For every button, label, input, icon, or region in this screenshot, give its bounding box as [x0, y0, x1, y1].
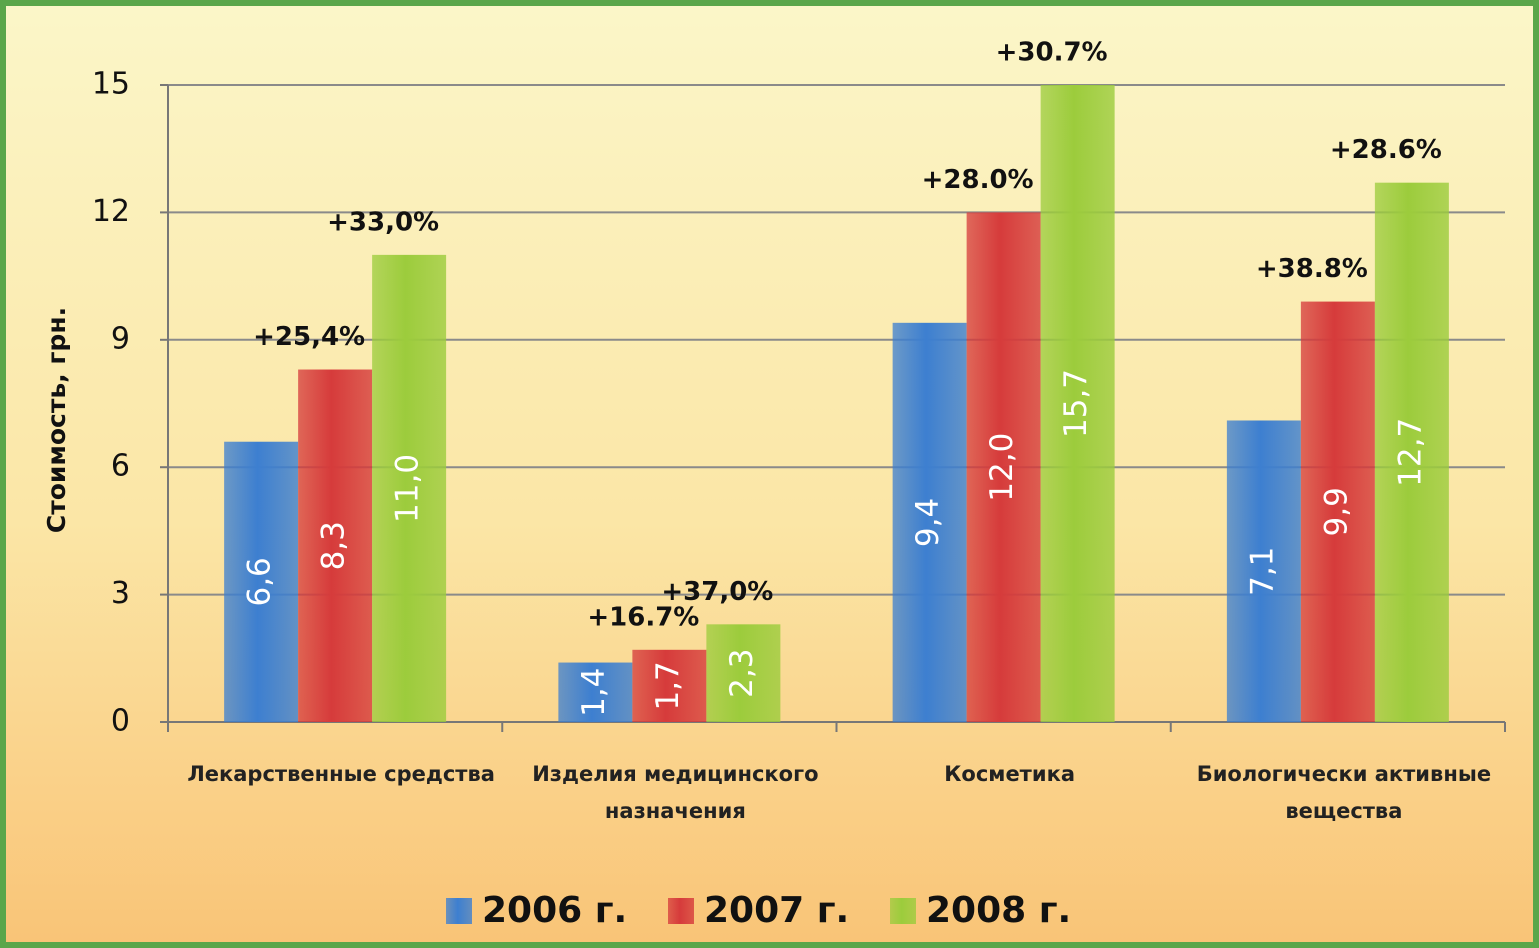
bar — [372, 254, 447, 722]
legend-label: 2008 г. — [926, 890, 1071, 931]
bar — [1040, 85, 1115, 723]
bar — [298, 369, 373, 722]
value-label: 9,9 — [1318, 487, 1354, 536]
x-tick-label: Изделия медицинского назначения — [532, 762, 819, 823]
value-label: 12,0 — [984, 433, 1020, 502]
y-tick-label: 9 — [111, 321, 130, 356]
growth-annotation: +28.0% — [922, 165, 1034, 195]
bar — [632, 649, 707, 722]
y-tick-label: 0 — [111, 704, 130, 739]
value-label: 6,6 — [242, 557, 278, 606]
growth-annotation: +33,0% — [327, 207, 439, 237]
value-label: 9,4 — [910, 498, 946, 547]
plot-area — [224, 85, 1449, 723]
value-label: 12,7 — [1392, 418, 1428, 487]
y-axis-label: Стоимость, грн. — [42, 307, 71, 533]
y-tick-label: 6 — [111, 449, 130, 484]
value-label: 1,7 — [650, 661, 686, 710]
value-label: 1,4 — [576, 668, 612, 717]
value-label: 2,3 — [724, 649, 760, 698]
value-label: 11,0 — [390, 454, 426, 523]
bar — [1374, 182, 1449, 722]
value-label: 7,1 — [1244, 547, 1280, 596]
chart: Стоимость, грн. 0 3 6 9 12 15 6,6 8,3 +25,4% 11,0… — [42, 38, 1506, 931]
bar — [1226, 420, 1301, 722]
y-tick-label: 3 — [111, 576, 130, 611]
legend-swatch — [890, 898, 916, 924]
growth-annotation: +25,4% — [253, 322, 365, 352]
x-tick-label: Косметика — [944, 762, 1075, 786]
bar — [706, 624, 781, 722]
growth-annotation: +30.7% — [996, 38, 1108, 68]
bar — [966, 212, 1041, 722]
y-tick-label: 15 — [92, 67, 130, 102]
legend-label: 2007 г. — [704, 890, 849, 931]
legend-label: 2006 г. — [482, 890, 627, 931]
value-label: 15,7 — [1058, 369, 1094, 438]
legend-swatch — [668, 898, 694, 924]
growth-annotation: +28.6% — [1330, 135, 1442, 165]
y-tick-label: 12 — [92, 194, 130, 229]
bar — [892, 322, 967, 722]
growth-annotation: +16.7% — [587, 602, 699, 632]
x-tick-label: Лекарственные средства — [187, 762, 495, 786]
bar — [1300, 301, 1375, 722]
bar — [224, 441, 299, 722]
bar — [558, 662, 633, 722]
growth-annotation: +38.8% — [1256, 254, 1368, 284]
growth-annotation: +37,0% — [661, 577, 773, 607]
value-label: 8,3 — [316, 521, 352, 570]
x-tick-label: Биологически активные вещества — [1196, 762, 1492, 823]
legend-swatch — [446, 898, 472, 924]
